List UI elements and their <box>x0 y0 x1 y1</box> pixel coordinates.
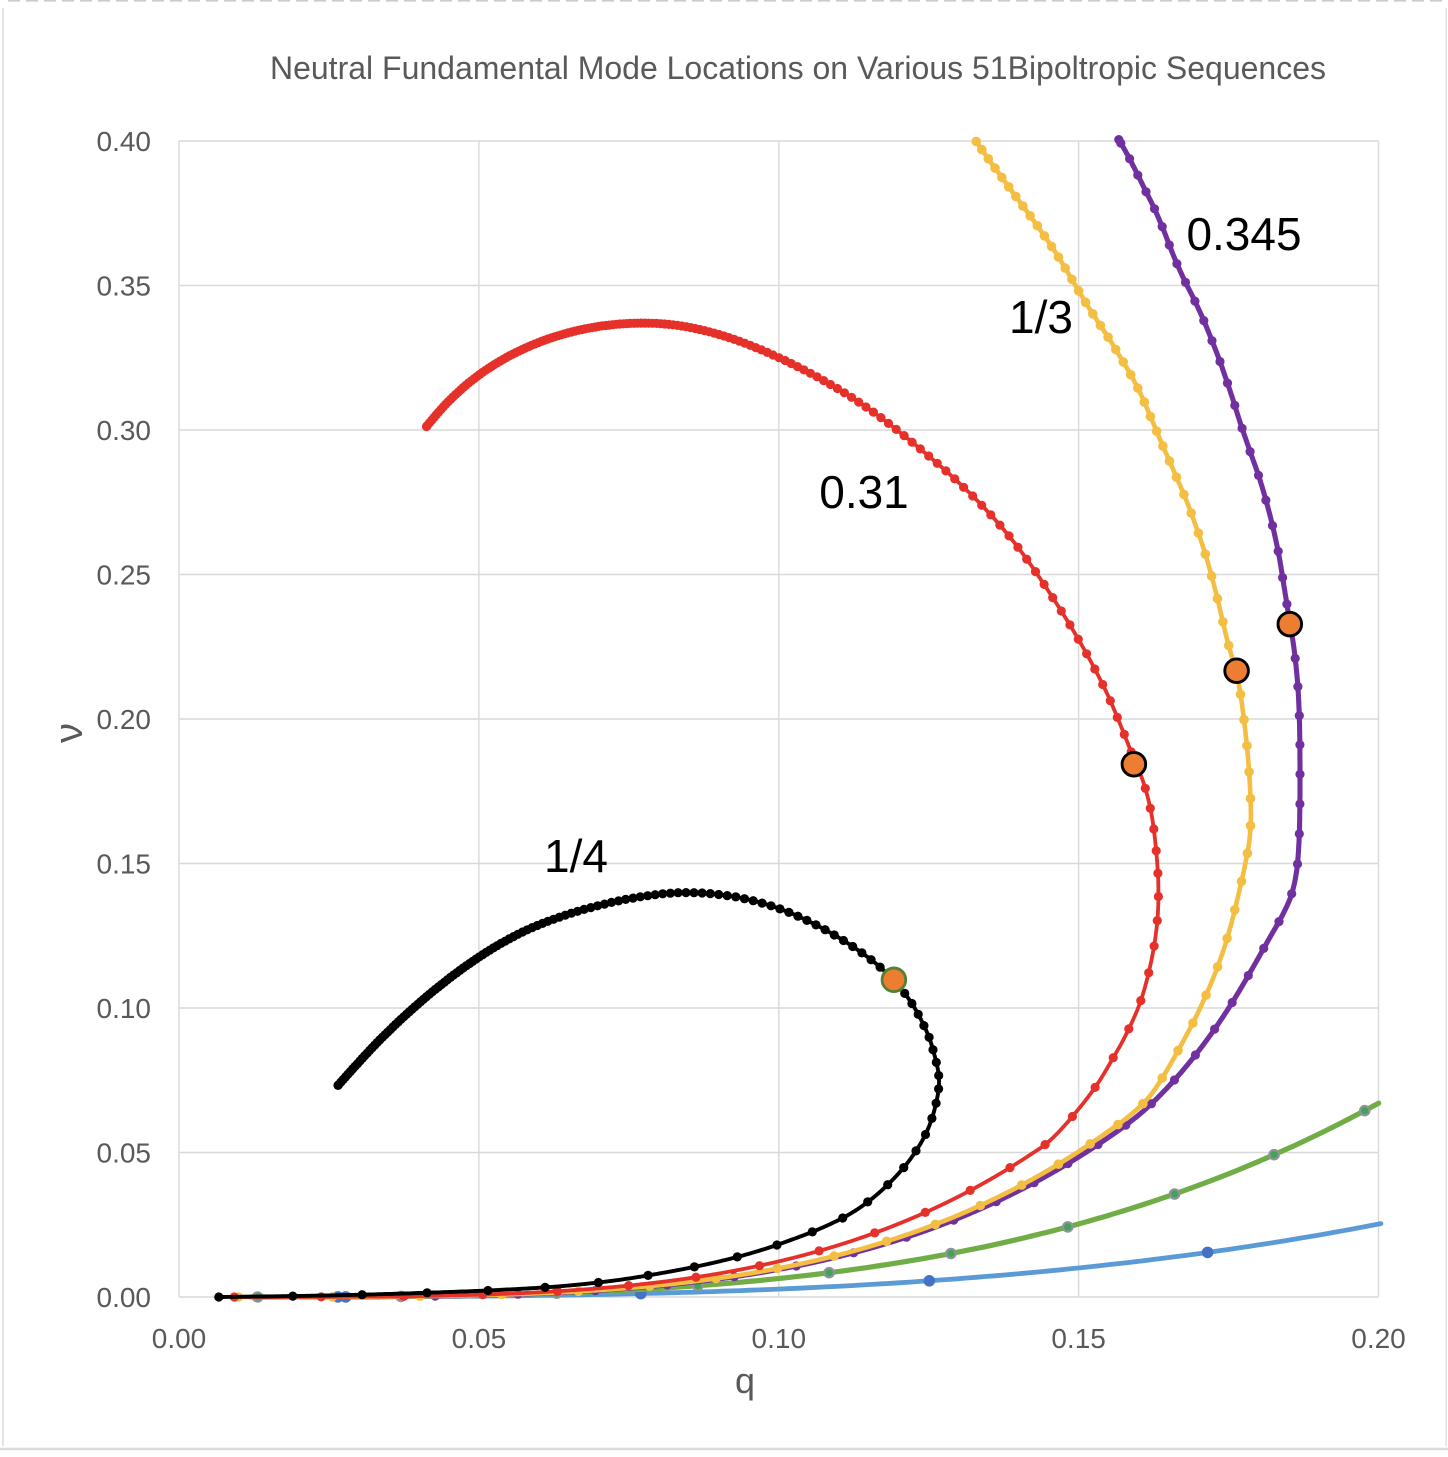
svg-text:0.35: 0.35 <box>97 271 152 302</box>
svg-text:1/4: 1/4 <box>544 830 608 882</box>
svg-text:1/3: 1/3 <box>1009 291 1073 343</box>
svg-text:0.31: 0.31 <box>819 466 909 518</box>
svg-text:0.30: 0.30 <box>97 415 152 446</box>
svg-text:0.10: 0.10 <box>97 993 152 1024</box>
svg-text:0.345: 0.345 <box>1186 208 1301 260</box>
svg-text:0.20: 0.20 <box>1351 1323 1406 1354</box>
svg-text:0.40: 0.40 <box>97 126 152 157</box>
svg-text:0.10: 0.10 <box>752 1323 807 1354</box>
svg-text:0.00: 0.00 <box>97 1282 152 1313</box>
svg-text:0.15: 0.15 <box>97 849 152 880</box>
svg-text:0.00: 0.00 <box>152 1323 207 1354</box>
svg-text:Neutral Fundamental Mode Locat: Neutral Fundamental Mode Locations on Va… <box>270 50 1326 86</box>
svg-text:q: q <box>735 1360 755 1401</box>
svg-text:0.20: 0.20 <box>97 704 152 735</box>
svg-text:0.25: 0.25 <box>97 560 152 591</box>
svg-text:0.05: 0.05 <box>97 1138 152 1169</box>
svg-text:0.15: 0.15 <box>1051 1323 1106 1354</box>
svg-text:ν: ν <box>47 723 91 743</box>
svg-text:0.05: 0.05 <box>452 1323 507 1354</box>
